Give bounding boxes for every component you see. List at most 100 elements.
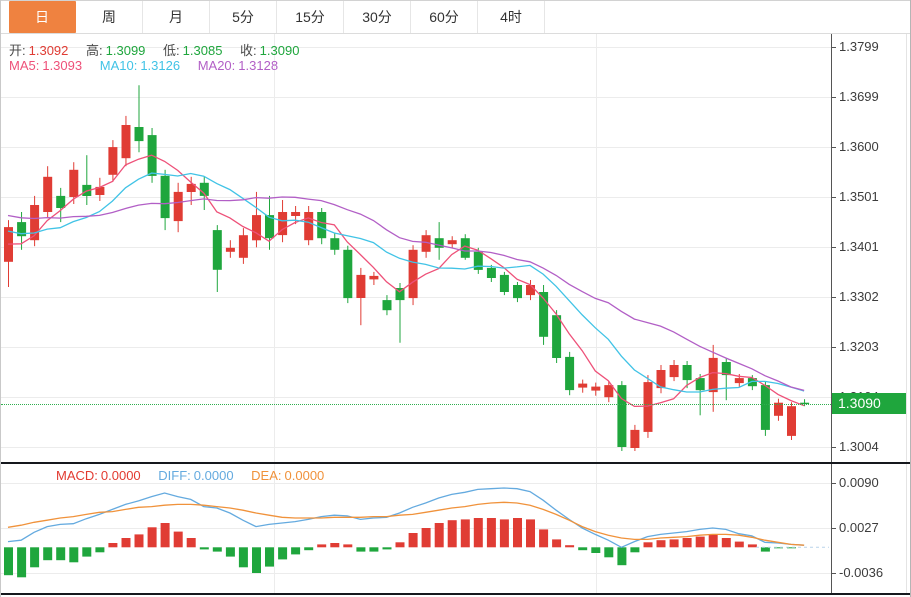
ohlc-legend: 开: 1.3092 高: 1.3099 低: 1.3085 收: 1.3090 — [9, 40, 302, 59]
price-tick-label: 1.3699 — [839, 89, 879, 105]
v-gridline — [273, 34, 275, 593]
h-gridline — [1, 47, 831, 48]
close-value: 1.3090 — [259, 43, 300, 58]
current-price-dotted-line — [1, 403, 831, 405]
macd-bar — [486, 518, 496, 548]
macd-tick-label: 0.0090 — [839, 475, 879, 490]
right-edge-line — [906, 34, 907, 593]
close-label: 收: — [240, 43, 257, 58]
macd-bar — [656, 540, 666, 548]
candle-body — [695, 378, 705, 391]
macd-bar — [460, 519, 470, 548]
macd-bar — [69, 547, 79, 563]
tab-30min[interactable]: 30分 — [344, 1, 411, 33]
tab-daily[interactable]: 日 — [9, 1, 76, 33]
candle-body — [199, 182, 209, 196]
macd-tick-label: 0.0027 — [839, 520, 879, 535]
dea-line — [7, 501, 805, 546]
macd-bar — [160, 523, 170, 548]
h-gridline — [1, 447, 831, 448]
h-gridline-macd — [1, 573, 831, 574]
price-tick-label: 1.3799 — [839, 39, 879, 54]
candle-body — [526, 285, 535, 296]
macd-bar — [199, 547, 209, 550]
candle-body — [734, 378, 744, 384]
price-tick-label: 1.3401 — [839, 239, 879, 255]
macd-bar — [604, 547, 614, 558]
macd-bar — [787, 547, 796, 549]
macd-bar — [369, 547, 379, 552]
panel-divider — [1, 462, 910, 464]
macd-bar — [447, 520, 457, 548]
candle-body — [30, 205, 40, 241]
candle-body — [421, 235, 431, 252]
macd-tick-label: -0.0036 — [839, 565, 884, 580]
macd-bar — [630, 547, 640, 553]
right-axis-line — [831, 34, 832, 593]
macd-bar — [382, 547, 392, 550]
macd-bar — [108, 543, 118, 548]
candle-body — [252, 215, 261, 241]
timeframe-tabbar: 日 周 月 5分 15分 30分 60分 4时 — [1, 0, 910, 34]
h-gridline-macd — [1, 528, 831, 529]
ma10-label: MA10: — [99, 58, 138, 73]
macd-bar — [238, 547, 248, 568]
macd-bar — [682, 538, 692, 548]
macd-bar — [408, 533, 418, 548]
h-gridline-macd — [1, 483, 831, 484]
diff-label: DIFF: — [158, 468, 191, 483]
price-tick — [832, 447, 836, 448]
h-gridline — [1, 196, 831, 198]
macd-bar — [356, 547, 366, 552]
candle-body — [578, 383, 588, 388]
macd-tick — [832, 528, 836, 529]
tab-monthly[interactable]: 月 — [143, 1, 210, 33]
candle-body — [304, 212, 314, 241]
macd-bar — [252, 547, 261, 573]
price-tick — [832, 297, 836, 299]
h-gridline — [1, 97, 831, 99]
low-value: 1.3085 — [182, 43, 223, 58]
candle-body — [395, 288, 405, 301]
tab-15min[interactable]: 15分 — [277, 1, 344, 33]
macd-bar — [695, 536, 705, 548]
macd-bar — [473, 518, 483, 548]
ma10-line — [7, 172, 805, 393]
price-tick-label: 1.3501 — [839, 188, 879, 204]
macd-bar — [774, 547, 783, 549]
macd-bar — [565, 545, 575, 548]
price-tick-label: 1.3600 — [839, 139, 879, 155]
dea-value: 0.0000 — [284, 468, 325, 483]
macd-bar — [708, 534, 718, 548]
macd-bar — [539, 529, 549, 548]
candle-body — [186, 183, 196, 192]
candle-body — [565, 356, 575, 391]
ma20-label: MA20: — [197, 58, 236, 73]
ma-legend: MA5: 1.3093 MA10: 1.3126 MA20: 1.3128 — [9, 58, 281, 73]
ma20-value: 1.3128 — [238, 58, 279, 73]
macd-bar — [499, 519, 509, 548]
candle-body — [473, 251, 483, 270]
macd-bar — [95, 547, 105, 553]
macd-bar — [760, 547, 770, 552]
candle-body — [291, 212, 301, 216]
macd-bar — [186, 538, 196, 548]
candle-body — [617, 385, 627, 447]
h-gridline — [1, 147, 831, 149]
macd-bar — [434, 523, 444, 548]
tab-5min[interactable]: 5分 — [210, 1, 277, 33]
candle-body — [343, 249, 353, 299]
macd-bar — [734, 541, 744, 548]
price-tick-label: 1.3203 — [839, 338, 879, 354]
candle-body — [630, 429, 640, 448]
macd-bar — [552, 539, 562, 548]
macd-bar — [225, 547, 235, 557]
bottom-border — [1, 593, 910, 595]
tab-4hour[interactable]: 4时 — [478, 1, 545, 33]
tab-weekly[interactable]: 周 — [76, 1, 143, 33]
tab-60min[interactable]: 60分 — [411, 1, 478, 33]
macd-bar — [121, 538, 131, 548]
candle-body — [669, 365, 679, 378]
candle-body — [787, 406, 796, 436]
